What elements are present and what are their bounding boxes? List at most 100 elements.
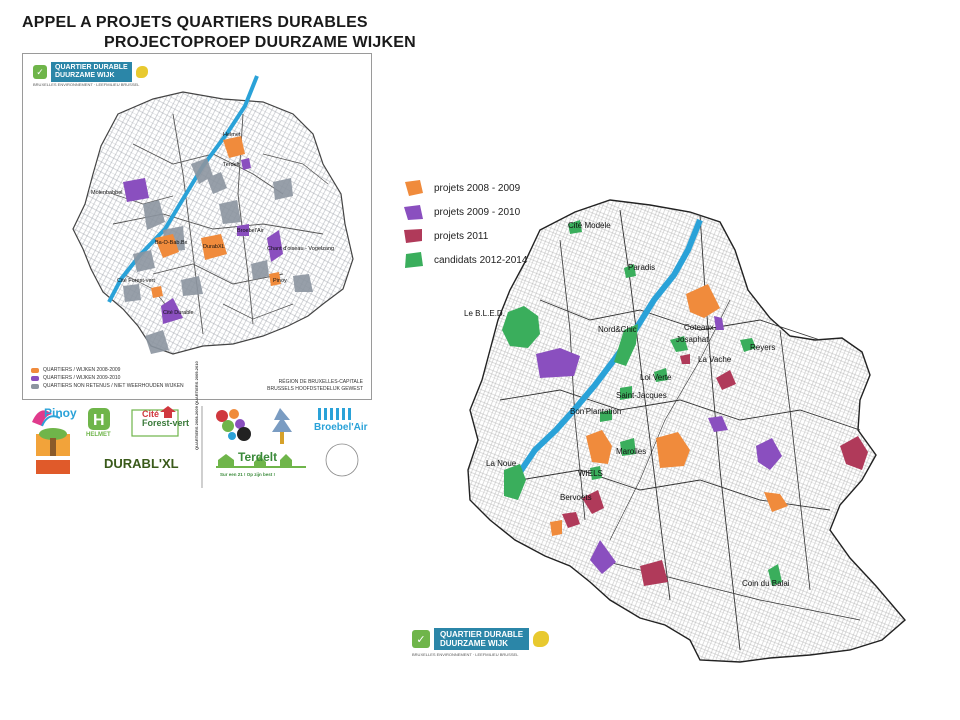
area-2011-west-1 <box>582 490 604 514</box>
area-2008-center <box>656 432 690 468</box>
tree-logo-icon <box>272 408 292 444</box>
area-cand-canal <box>614 324 638 366</box>
legend-swatch-green <box>405 252 423 268</box>
project-areas <box>502 220 868 586</box>
area-cand-center <box>670 336 688 352</box>
area-cand-coin <box>768 564 782 586</box>
left-label-molenbabbel: Molenbabbel <box>91 190 123 196</box>
left-area-molenbabbel <box>123 178 149 202</box>
region-outline <box>467 199 906 663</box>
broebel-bars-icon <box>318 408 351 420</box>
dots-logo-icon <box>216 409 251 441</box>
left-label-broebelair: Broebel'Air <box>237 228 264 234</box>
left-label-chantdoiseau: Chant d'oiseau - Vogelzang <box>267 246 334 252</box>
project-logos: H Pinoy HELMET Cité Forest-vert B <box>22 361 370 492</box>
area-cand-marolles <box>620 438 636 456</box>
area-cand-lanoue <box>504 464 526 500</box>
legend-row: candidats 2012-2014 <box>402 248 527 272</box>
brand-tagline: BRUXELLES ENVIRONNEMENT · LEEFMILIEU BRU… <box>412 652 519 657</box>
area-2011-west-2 <box>562 512 580 528</box>
swatch-purple <box>31 375 39 381</box>
brand-tagline: BRUXELLES ENVIRONNEMENT · LEEFMILIEU BRU… <box>33 82 140 87</box>
label-citemodele: Cité Modèle <box>568 221 611 230</box>
swatch-orange <box>31 367 39 373</box>
left-area-terdelt <box>241 158 251 170</box>
label-coindumais: Coin du Balai <box>742 579 790 588</box>
brand-line2: DUURZAME WIJK <box>440 639 508 648</box>
area-2011-south <box>640 560 668 586</box>
title-nl: PROJECTOPROEP DUURZAME WIJKEN <box>104 34 416 51</box>
left-map-legend: QUARTIERS / WIJKEN 2008-2009 QUARTIERS /… <box>31 366 184 390</box>
logo-helmet: HELMET <box>86 432 111 438</box>
left-label-b2b: Ba-O-Bab.Bx <box>155 240 188 246</box>
label-bonplantation: Bon'Plantation <box>570 407 621 416</box>
left-legend-label: QUARTIERS / WIJKEN 2008-2009 <box>43 367 121 373</box>
stamp-logo-icon <box>325 443 359 477</box>
area-2009-east <box>756 438 782 470</box>
left-brand-logo: ✓ QUARTIER DURABLE DUURZAME WIJK BRUXELL… <box>33 62 148 87</box>
left-map: Helmet Terdelt Molenbabbel Ba-O-Bab.Bx D… <box>72 75 354 355</box>
bottom-brand-logo: ✓ QUARTIER DURABLE DUURZAME WIJK BRUXELL… <box>412 628 550 657</box>
area-cand-midi <box>600 410 612 422</box>
area-2009-southwest <box>590 540 616 574</box>
svg-text:H: H <box>93 412 105 429</box>
area-cand-paradis <box>624 264 636 278</box>
logo-pinoy: Pinoy <box>44 406 77 420</box>
left-label-helmet: Helmet <box>223 132 241 138</box>
left-area-durablxl <box>201 234 227 260</box>
label-lanoue: La Noue <box>486 459 517 468</box>
legend-row: projets 2011 <box>402 224 527 248</box>
area-2009-center-east <box>708 416 728 432</box>
legend-row: projets 2008 - 2009 <box>402 176 527 200</box>
left-region-outline <box>72 91 354 355</box>
brand-bar: QUARTIER DURABLE DUURZAME WIJK <box>51 62 132 82</box>
area-2009-west <box>536 348 580 378</box>
brand-bar: QUARTIER DURABLE DUURZAME WIJK <box>434 628 530 650</box>
label-saintjacques: Saint-Jacques <box>616 391 667 400</box>
left-label-terdelt: Terdelt <box>223 162 240 168</box>
left-area-citydurable <box>161 298 183 324</box>
project-logos-graphics: H <box>32 406 359 488</box>
helmet-logo-icon: H <box>88 408 110 430</box>
swatch-gray <box>31 383 39 389</box>
logo-cite-forest-1: Cité <box>142 409 160 419</box>
area-cand-loiverte <box>654 368 668 382</box>
area-2011-far-east <box>840 436 868 470</box>
brand-line1: QUARTIER DURABLE <box>55 64 128 71</box>
area-2008-southeast <box>764 492 788 512</box>
left-map-panel: Helmet Terdelt Molenbabbel Ba-O-Bab.Bx D… <box>22 53 372 400</box>
terdelt-houses-icon <box>216 454 306 468</box>
legend-row: projets 2009 - 2010 <box>402 200 527 224</box>
left-area-b2b <box>155 234 179 258</box>
region-note-nl: BRUSSELS HOOFDSTEDELIJK GEWEST <box>267 386 363 392</box>
label-reyers: Reyers <box>750 343 775 352</box>
main-roads <box>499 209 861 651</box>
area-2011-mid <box>680 354 690 364</box>
logo-durablxl: DURABL'XL <box>104 456 179 471</box>
area-cand-reyers <box>740 338 756 352</box>
logo-terdelt-sub: Sur een 21 ! Op zijn best ! <box>220 472 276 477</box>
left-legend-row: QUARTIERS / WIJKEN 2008-2009 <box>31 366 184 374</box>
logo-broebelair: Broebel'Air <box>314 422 368 433</box>
logo-cite-forest: Cité Forest-vert <box>142 410 189 428</box>
label-coteaux: Coteaux- <box>684 323 717 332</box>
main-map-labels: Cité Modèle Paradis Le B.L.E.D. Nord&Chi… <box>464 221 790 588</box>
label-bervoets: Bervoets <box>560 493 592 502</box>
legend-label: projets 2011 <box>434 230 489 242</box>
left-area-pinoy <box>269 272 281 286</box>
legend-label: candidats 2012-2014 <box>434 254 528 266</box>
label-loiverte: Loi Verte <box>640 373 672 382</box>
title-block: APPEL A PROJETS QUARTIERS DURABLES PROJE… <box>22 14 416 52</box>
left-area-helmet <box>223 136 245 158</box>
logo-cite-forest-2: Forest-vert <box>142 418 190 428</box>
title-fr: APPEL A PROJETS QUARTIERS DURABLES <box>22 14 368 31</box>
area-2011-ne <box>716 370 736 390</box>
pinoy-swirl-icon <box>32 410 52 426</box>
area-cand-north <box>568 220 582 234</box>
label-coteaux2: Josaphat <box>676 335 709 344</box>
area-2008-northeast <box>686 284 720 318</box>
logo-terdelt: Terdelt <box>238 450 278 464</box>
label-nordchic: Nord&Chic <box>598 325 637 334</box>
left-label-pinoy: Pinoy <box>273 278 287 284</box>
